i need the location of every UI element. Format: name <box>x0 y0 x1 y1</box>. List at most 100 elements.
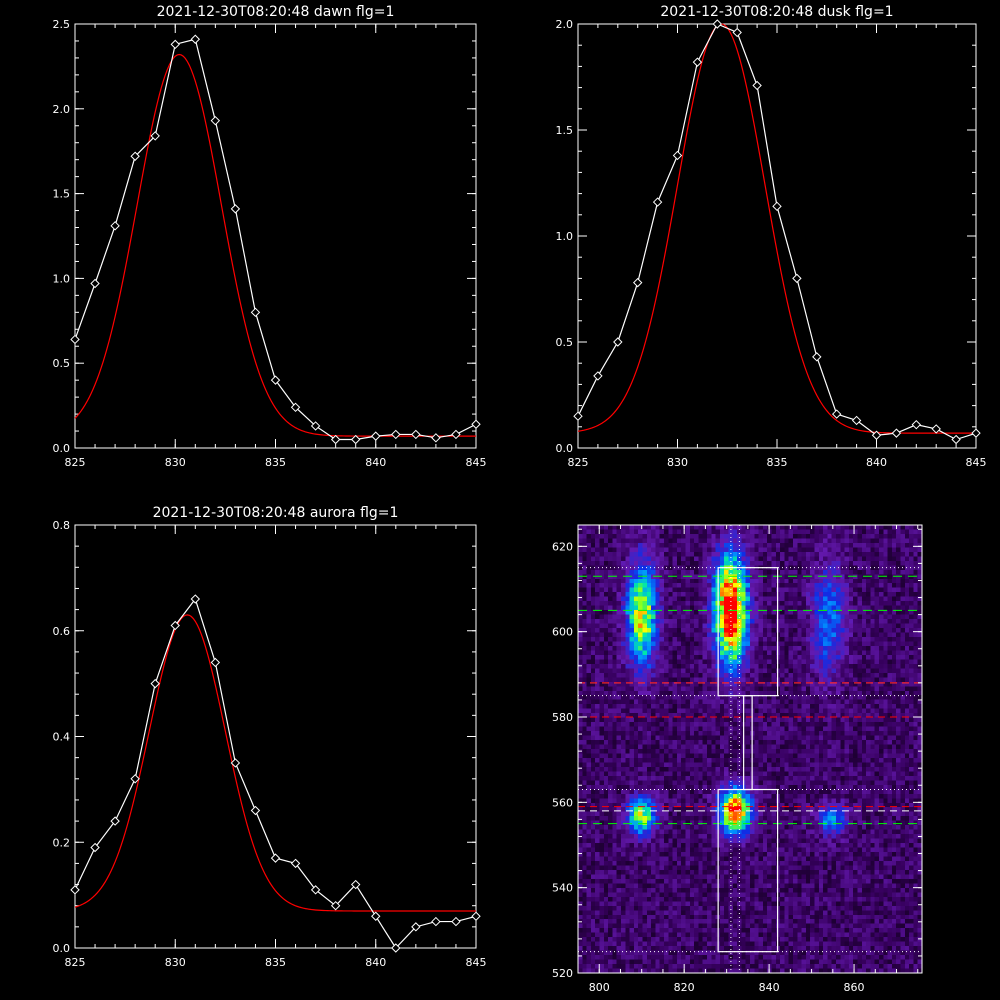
data-point <box>310 421 321 431</box>
data-point <box>190 594 201 604</box>
data-point <box>330 434 341 445</box>
data-point <box>130 151 140 161</box>
data-point <box>792 273 802 284</box>
data-point <box>851 415 862 426</box>
data-point <box>391 429 401 440</box>
data-point <box>371 911 381 921</box>
data-point <box>290 858 301 869</box>
data-point <box>451 429 461 440</box>
data-point <box>613 337 623 347</box>
data-point <box>692 57 703 67</box>
data-point <box>250 307 261 318</box>
x-tick-label: 860 <box>844 981 865 994</box>
data-point <box>712 19 723 29</box>
data-point <box>431 433 441 443</box>
data-point <box>391 943 401 953</box>
data-point <box>150 678 160 689</box>
data-point <box>672 150 683 161</box>
y-tick-label: 0.6 <box>53 625 71 638</box>
data-point <box>871 430 882 440</box>
data-point <box>130 774 140 784</box>
y-tick-label: 540 <box>552 882 573 895</box>
x-tick-label: 840 <box>365 956 386 969</box>
data-point <box>371 431 381 441</box>
data-point <box>471 911 481 921</box>
fit-curve <box>577 23 976 434</box>
data-point <box>732 27 742 38</box>
data-point <box>210 657 221 668</box>
data-point <box>270 375 281 385</box>
dawn-spectrum-panel: 825 830 835 840 845 0.0 0.5 1.0 1.5 2.0 2.5 2021-12… <box>53 4 487 469</box>
x-tick-label: 830 <box>667 456 688 469</box>
data-point <box>330 900 341 911</box>
y-tick-label: 1.0 <box>53 272 71 285</box>
data-point <box>931 424 941 434</box>
data-point <box>350 879 361 890</box>
y-tick-label: 2.0 <box>556 18 574 31</box>
data-point <box>350 434 361 445</box>
data-point <box>971 428 981 438</box>
y-tick-label: 580 <box>552 711 573 724</box>
y-tick-label: 0.2 <box>53 836 71 849</box>
y-tick-label: 600 <box>552 626 573 639</box>
x-tick-label: 830 <box>165 956 186 969</box>
data-point <box>891 428 902 438</box>
y-tick-label: 0.5 <box>53 357 71 370</box>
data-point <box>632 277 643 288</box>
x-tick-label: 800 <box>589 981 610 994</box>
data-point <box>411 429 421 440</box>
data-point <box>170 39 180 50</box>
data-point <box>270 853 281 863</box>
y-tick-label: 2.5 <box>53 18 71 31</box>
y-tick-label: 0.8 <box>53 519 71 532</box>
y-tick-label: 2.0 <box>53 103 71 116</box>
data-point <box>250 805 261 816</box>
axes-frame <box>577 524 923 974</box>
y-tick-label: 620 <box>552 540 573 553</box>
chart-title: 2021-12-30T08:20:48 aurora flg=1 <box>153 505 399 521</box>
x-tick-label: 835 <box>265 956 286 969</box>
y-tick-label: 0.4 <box>53 731 71 744</box>
x-tick-label: 835 <box>767 456 788 469</box>
data-line <box>577 23 977 441</box>
data-line <box>74 597 477 949</box>
data-point <box>772 201 782 212</box>
data-point <box>70 885 80 895</box>
data-point <box>150 131 160 141</box>
data-point <box>431 916 441 927</box>
data-point <box>752 80 762 91</box>
data-point <box>90 842 100 853</box>
y-tick-label: 0.5 <box>556 336 574 349</box>
y-tick-label: 0.0 <box>53 442 71 455</box>
y-tick-label: 520 <box>552 967 573 980</box>
fit-curve <box>74 53 476 437</box>
x-tick-label: 825 <box>65 456 86 469</box>
detector-image-panel: 800 820 840 860 520 540 560 580 600 620 <box>552 524 923 994</box>
data-point <box>471 419 481 429</box>
data-point <box>70 334 80 345</box>
data-point <box>652 197 663 207</box>
y-tick-label: 1.0 <box>556 230 574 243</box>
chart-title: 2021-12-30T08:20:48 dawn flg=1 <box>157 4 395 20</box>
data-point <box>210 115 221 126</box>
data-point <box>812 352 822 362</box>
y-tick-label: 0.0 <box>556 442 574 455</box>
x-tick-label: 825 <box>568 456 589 469</box>
data-point <box>290 402 301 413</box>
axes-frame <box>577 23 977 449</box>
data-point <box>170 620 180 631</box>
data-point <box>310 885 321 895</box>
y-tick-label: 0.0 <box>53 942 71 955</box>
data-point <box>90 278 100 289</box>
y-tick-label: 1.5 <box>53 188 71 201</box>
data-point <box>230 758 241 768</box>
data-point <box>190 34 201 44</box>
chart-title: 2021-12-30T08:20:48 dusk flg=1 <box>660 4 893 20</box>
x-tick-label: 845 <box>466 456 487 469</box>
data-point <box>911 419 922 430</box>
x-tick-label: 825 <box>65 956 86 969</box>
x-tick-label: 820 <box>674 981 695 994</box>
fit-curve <box>74 614 476 912</box>
data-point <box>110 221 120 231</box>
